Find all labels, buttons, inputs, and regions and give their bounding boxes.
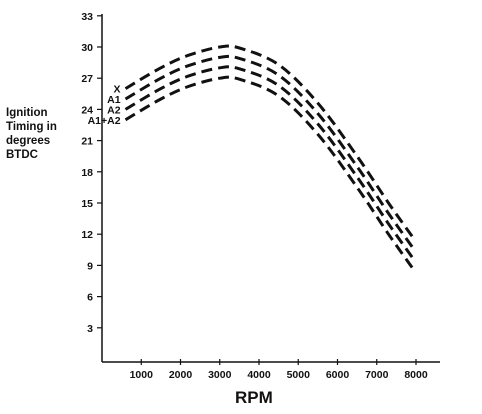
y-tick-label: 15 bbox=[81, 198, 93, 210]
x-tick-label: 7000 bbox=[365, 369, 389, 381]
y-tick-label: 33 bbox=[81, 11, 93, 23]
x-tick-label: 4000 bbox=[247, 369, 271, 381]
y-tick-label: 27 bbox=[81, 73, 93, 85]
x-tick-label: 6000 bbox=[326, 369, 350, 381]
y-tick-label: 21 bbox=[81, 136, 93, 148]
x-tick-label: 2000 bbox=[169, 369, 193, 381]
y-tick-label: 30 bbox=[81, 42, 93, 54]
y-tick-label: 18 bbox=[81, 167, 93, 179]
y-tick-label: 12 bbox=[81, 229, 93, 241]
x-tick-label: 3000 bbox=[208, 369, 232, 381]
series-label-x: X bbox=[114, 84, 121, 96]
x-tick-label: 1000 bbox=[130, 369, 154, 381]
y-tick-label: 24 bbox=[81, 104, 93, 116]
y-tick-label: 3 bbox=[87, 323, 93, 335]
y-axis-label: Ignition Timing in degrees BTDC bbox=[6, 107, 57, 161]
series-line-a2 bbox=[124, 65, 414, 258]
x-tick-label: 5000 bbox=[287, 369, 311, 381]
series-label-a2: A2 bbox=[107, 104, 121, 116]
series-label-a1-a2: A1+A2 bbox=[88, 115, 121, 127]
y-tick-label: 6 bbox=[87, 292, 93, 304]
x-axis-label: RPM bbox=[235, 388, 273, 407]
series-line-x bbox=[124, 44, 414, 238]
y-tick-label: 9 bbox=[87, 260, 93, 272]
series-line-a1-a2 bbox=[124, 75, 414, 269]
y-ticks: 3 6 9 12 15 18 21 24 27 30 33 bbox=[81, 11, 102, 335]
series-line-a1 bbox=[124, 54, 414, 248]
x-ticks: 1000 2000 3000 4000 5000 6000 7000 8000 bbox=[130, 359, 428, 381]
series-label-a1: A1 bbox=[107, 94, 121, 106]
series-lines bbox=[124, 44, 414, 269]
x-tick-label: 8000 bbox=[404, 369, 428, 381]
